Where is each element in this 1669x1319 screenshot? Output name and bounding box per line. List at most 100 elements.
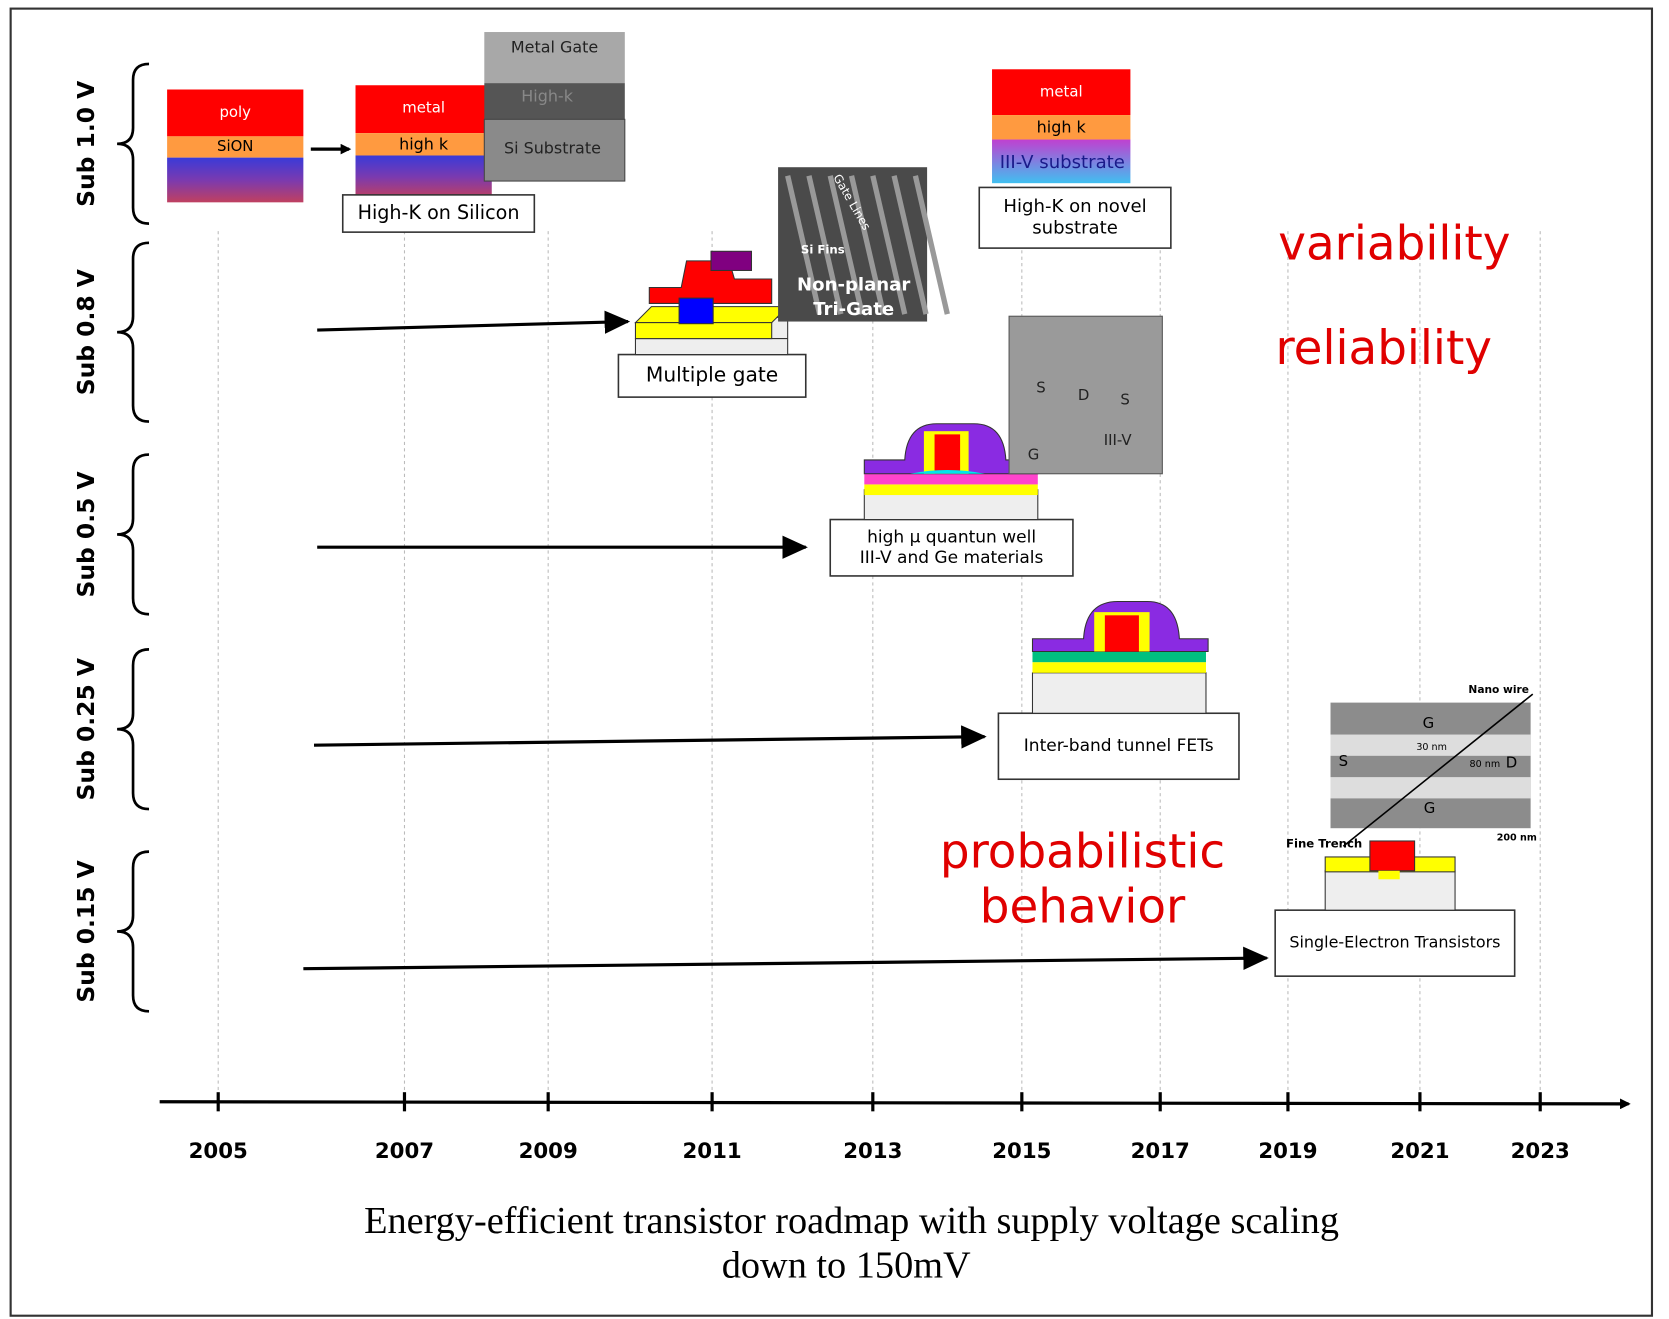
brace: [117, 850, 150, 1013]
sem-texture: [1330, 777, 1531, 799]
year-label: 2009: [519, 1139, 578, 1164]
device-3d: [710, 250, 753, 271]
arrow: [313, 725, 987, 749]
label-box: [997, 712, 1240, 781]
label-box: [341, 194, 536, 233]
label: Tri-Gate: [813, 299, 894, 320]
label: Si Fins: [801, 243, 845, 257]
box-label: Multiple gate: [646, 362, 778, 386]
label: G: [1424, 799, 1436, 817]
box-label: High-K on Silicon: [358, 201, 520, 224]
label: G: [1423, 714, 1435, 732]
device: [864, 484, 1038, 496]
annotation: probabilistic: [940, 825, 1225, 879]
label: metal: [1040, 83, 1083, 101]
box-label: Inter-band tunnel FETs: [1024, 736, 1214, 756]
frame: [9, 7, 1654, 1317]
device: [934, 434, 961, 474]
label-box: [1274, 909, 1516, 977]
year-label: 2021: [1390, 1139, 1449, 1164]
label: Fine Trench: [1286, 837, 1362, 851]
label: 30 nm: [1416, 742, 1447, 753]
label: 200 nm: [1497, 832, 1537, 843]
device: [1104, 615, 1139, 652]
device: [1031, 672, 1207, 714]
voltage-label: Sub 1.0 V: [72, 81, 100, 207]
device-3d: [678, 297, 714, 325]
stack-layer: [167, 89, 304, 137]
label: S: [1120, 390, 1129, 408]
box-label: III-V and Ge materials: [860, 548, 1044, 568]
year-label: 2011: [682, 1139, 741, 1164]
sem-image: [484, 83, 625, 120]
brace: [117, 241, 150, 423]
annotation: variability: [1278, 218, 1510, 272]
sem-image: [1008, 315, 1163, 475]
label-box: [978, 186, 1172, 249]
device: [1032, 651, 1206, 663]
sem-texture: [891, 175, 929, 315]
sem-texture: [870, 175, 908, 315]
sem-texture: [827, 175, 865, 315]
sem-texture: [1330, 734, 1531, 756]
box-label: high µ quantun well: [867, 528, 1036, 548]
box-label: substrate: [1032, 218, 1118, 239]
year-label: 2007: [375, 1139, 434, 1164]
label: metal: [402, 99, 445, 117]
stack-layer: [355, 85, 492, 134]
label: Non-planar: [797, 274, 910, 295]
stack-layer: [992, 139, 1131, 184]
box-label: High-K on novel: [1003, 196, 1146, 217]
caption: Energy-efficient transistor roadmap with…: [364, 1200, 1339, 1242]
stack-layer: [167, 157, 304, 203]
year-label: 2019: [1258, 1139, 1317, 1164]
stack-layer: [355, 155, 492, 199]
label-box: [617, 353, 807, 398]
label: D: [1506, 753, 1517, 771]
stack-layer: [355, 133, 492, 156]
voltage-label: Sub 0.8 V: [72, 269, 100, 395]
box-label: Single-Electron Transistors: [1289, 933, 1500, 952]
nanowire: [1342, 693, 1534, 847]
year-label: 2005: [189, 1139, 248, 1164]
label-box: [829, 518, 1074, 577]
annotation: reliability: [1275, 322, 1492, 376]
sem-texture: [912, 175, 950, 315]
annotation: behavior: [980, 881, 1186, 935]
sem-image: [483, 118, 626, 182]
device-3d: [634, 322, 773, 340]
device: [910, 470, 985, 474]
label: S: [1339, 752, 1348, 770]
year-label: 2013: [843, 1139, 902, 1164]
label: III-V: [1104, 431, 1133, 449]
stack-layer: [167, 136, 304, 158]
caption: down to 150mV: [722, 1245, 971, 1287]
stack-layer: [992, 115, 1131, 140]
label: Si Substrate: [504, 139, 601, 158]
year-label: 2017: [1131, 1139, 1190, 1164]
arrow: [317, 310, 631, 334]
year-label: 2023: [1511, 1139, 1570, 1164]
voltage-label: Sub 0.25 V: [72, 658, 100, 800]
stack-layer: [992, 69, 1131, 116]
label: G: [1028, 446, 1040, 464]
brace: [117, 62, 150, 225]
voltage-label: Sub 0.15 V: [72, 860, 100, 1002]
voltage-label: Sub 0.5 V: [72, 471, 100, 597]
time-axis: [159, 1098, 1631, 1110]
year-label: 2015: [992, 1139, 1051, 1164]
label: 80 nm: [1470, 759, 1501, 770]
arrow: [303, 946, 1269, 971]
sem-texture: [785, 175, 823, 315]
device: [1369, 840, 1416, 872]
sem-texture: [806, 175, 844, 315]
label: D: [1078, 386, 1089, 404]
device: [1032, 662, 1206, 673]
label: Nano wire: [1468, 683, 1529, 696]
sem-texture: [848, 175, 887, 315]
label: poly: [219, 103, 251, 121]
label: high k: [399, 134, 449, 153]
label: SiON: [217, 137, 253, 155]
brace: [117, 453, 150, 616]
